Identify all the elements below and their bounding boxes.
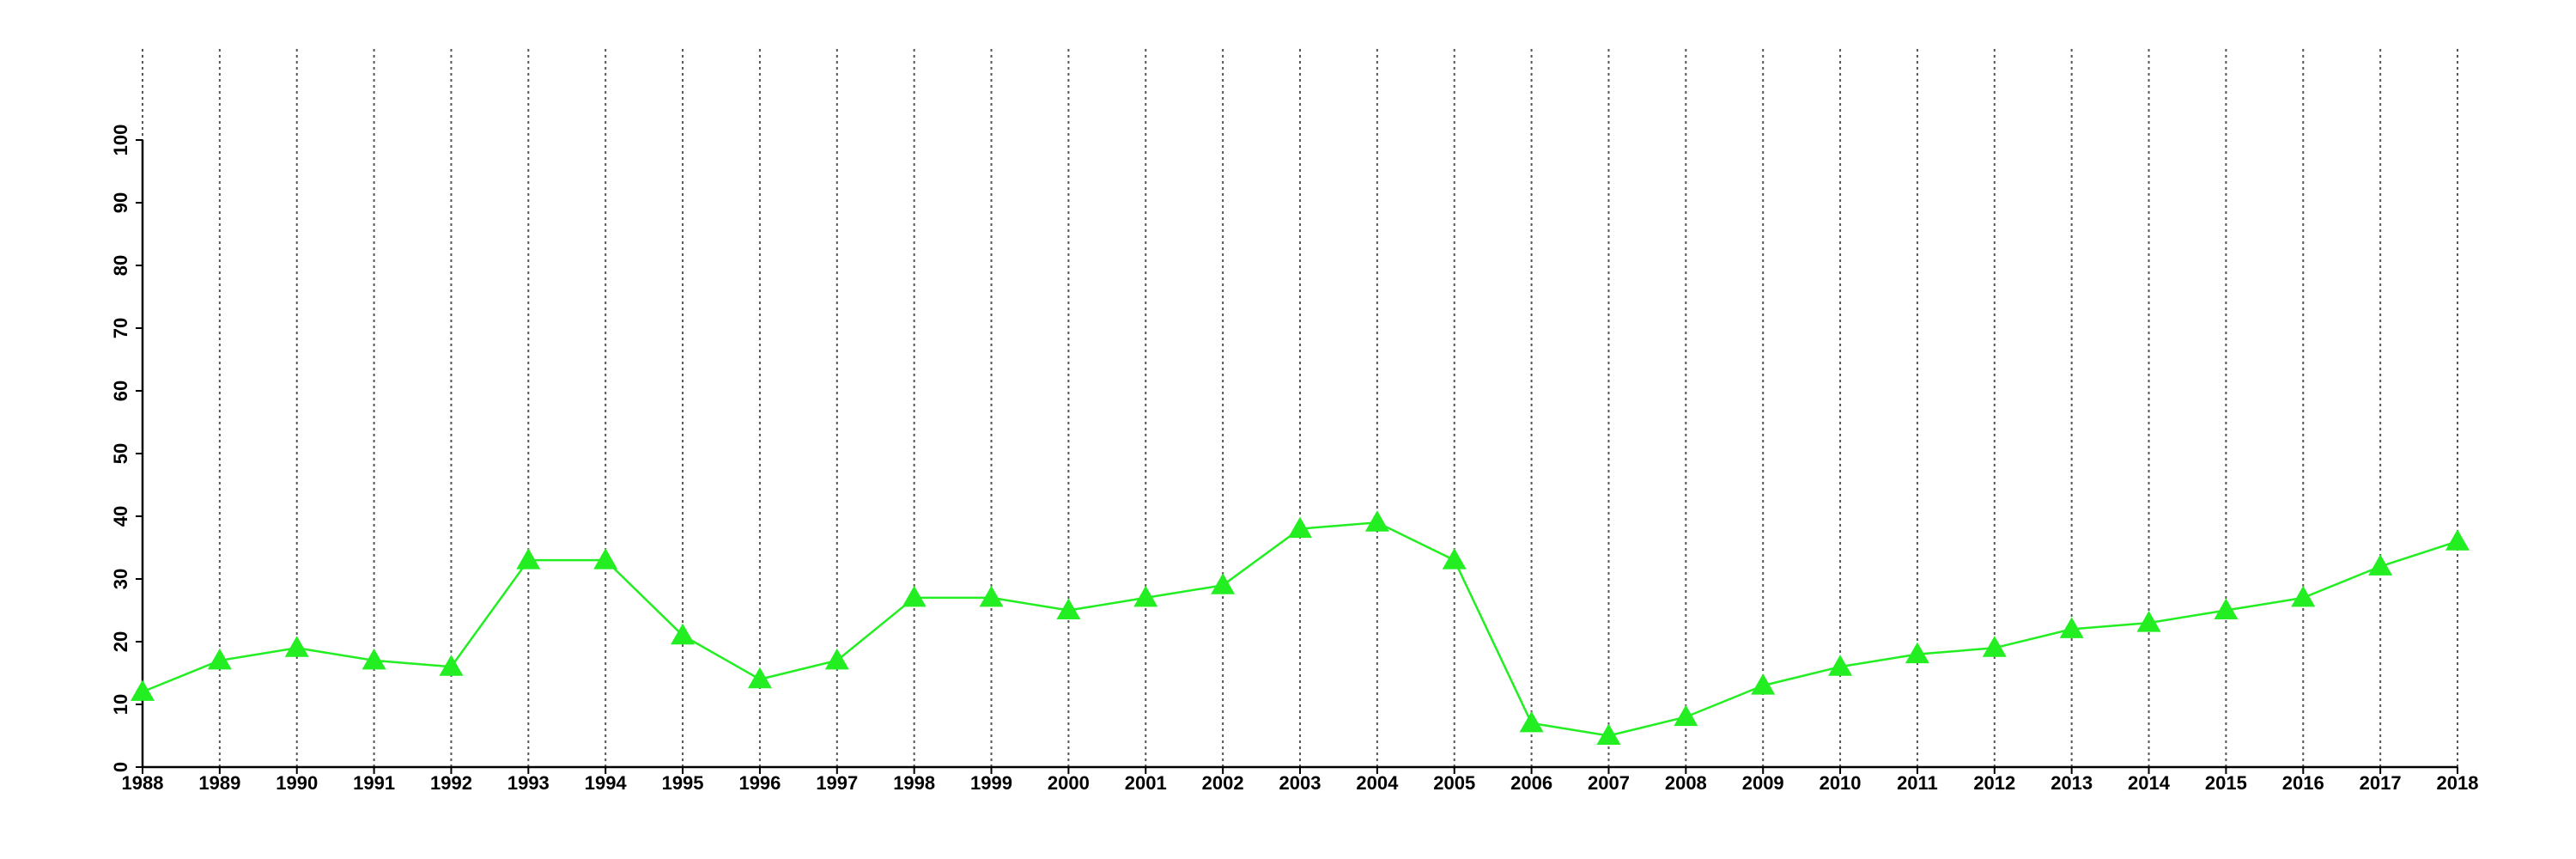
marker: [824, 648, 849, 670]
x-tick-label: 2016: [2282, 772, 2324, 794]
x-tick-label: 2018: [2437, 772, 2479, 794]
x-tick-label: 1990: [276, 772, 318, 794]
marker: [2291, 585, 2316, 607]
marker: [593, 548, 618, 570]
marker: [1751, 673, 1776, 695]
marker: [1211, 573, 1236, 594]
marker: [439, 655, 464, 676]
x-tick-label: 1991: [353, 772, 395, 794]
x-tick-label: 2014: [2128, 772, 2171, 794]
y-tick-label: 40: [110, 506, 131, 527]
y-tick-label: 90: [110, 192, 131, 213]
marker: [2059, 617, 2084, 638]
x-tick-label: 2013: [2050, 772, 2093, 794]
x-tick-label: 1997: [816, 772, 858, 794]
marker: [671, 623, 696, 645]
x-tick-label: 1998: [893, 772, 935, 794]
x-tick-label: 2015: [2205, 772, 2247, 794]
marker: [2368, 554, 2393, 576]
marker: [516, 548, 541, 570]
x-tick-label: 2007: [1588, 772, 1630, 794]
marker: [207, 648, 232, 670]
marker: [1519, 710, 1544, 733]
marker: [1442, 548, 1467, 570]
marker: [2214, 598, 2239, 619]
marker: [1288, 516, 1312, 539]
x-tick-label: 1993: [507, 772, 550, 794]
marker: [1828, 655, 1853, 676]
marker: [1364, 510, 1389, 532]
x-tick-label: 2005: [1433, 772, 1475, 794]
y-tick-label: 10: [110, 694, 131, 715]
x-tick-label: 1988: [122, 772, 164, 794]
marker: [361, 648, 386, 670]
x-tick-label: 2004: [1356, 772, 1399, 794]
marker: [284, 636, 309, 657]
marker: [1674, 704, 1698, 727]
marker: [2445, 529, 2470, 551]
x-tick-label: 2010: [1820, 772, 1862, 794]
x-tick-label: 2003: [1279, 772, 1321, 794]
y-tick-label: 80: [110, 255, 131, 276]
marker: [1133, 585, 1158, 607]
marker: [2136, 611, 2161, 632]
x-tick-label: 1989: [198, 772, 240, 794]
x-tick-label: 2000: [1048, 772, 1090, 794]
x-tick-label: 1994: [585, 772, 628, 794]
y-tick-label: 0: [110, 762, 131, 772]
x-tick-label: 2012: [1973, 772, 2015, 794]
marker: [1982, 636, 2007, 657]
marker: [131, 679, 155, 701]
x-tick-label: 1992: [430, 772, 472, 794]
marker: [1905, 642, 1929, 664]
x-tick-label: 2001: [1125, 772, 1167, 794]
x-tick-label: 1999: [970, 772, 1012, 794]
y-tick-label: 50: [110, 443, 131, 464]
marker: [979, 585, 1004, 607]
x-tick-label: 1995: [662, 772, 704, 794]
x-tick-label: 2017: [2360, 772, 2402, 794]
x-tick-label: 2006: [1510, 772, 1552, 794]
y-tick-label: 30: [110, 569, 131, 589]
marker: [1056, 598, 1081, 619]
y-tick-label: 20: [110, 631, 131, 652]
x-tick-label: 2009: [1742, 772, 1784, 794]
x-tick-label: 2002: [1202, 772, 1244, 794]
x-tick-label: 2008: [1665, 772, 1707, 794]
x-tick-label: 2011: [1897, 772, 1938, 794]
x-tick-label: 1996: [738, 772, 781, 794]
y-tick-label: 70: [110, 318, 131, 338]
marker: [1596, 723, 1621, 745]
y-tick-label: 100: [110, 125, 131, 156]
marker: [747, 667, 772, 689]
y-tick-label: 60: [110, 381, 131, 401]
marker: [902, 585, 927, 607]
